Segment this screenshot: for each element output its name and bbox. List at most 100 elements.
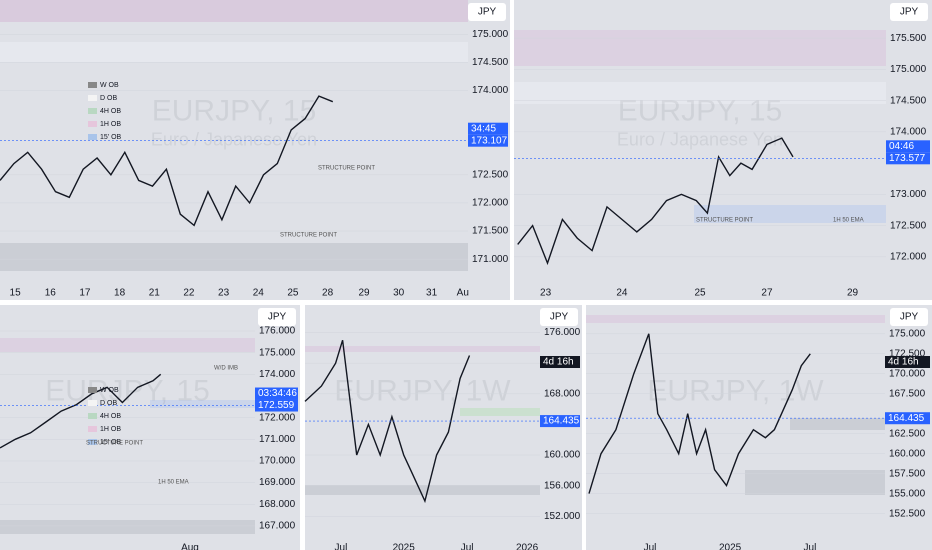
price-axis [540, 305, 582, 550]
zone [0, 42, 468, 62]
zone [0, 338, 255, 352]
legend-label: 4H OB [100, 108, 121, 115]
y-tick-label: 176.000 [259, 326, 296, 337]
x-tick-label: 27 [761, 288, 773, 299]
zone [694, 205, 886, 223]
y-tick-label: 170.000 [259, 456, 296, 467]
legend-swatch [88, 121, 97, 127]
y-tick-label: 174.000 [259, 369, 296, 380]
last-price-badge [468, 134, 508, 147]
x-tick-label: 31 [426, 288, 438, 299]
price-line [517, 137, 794, 266]
last-price-label: 172.559 [258, 400, 295, 411]
watermark: EURJPY, 15 [45, 374, 210, 407]
y-tick-label: 157.500 [889, 468, 926, 479]
zone [305, 346, 540, 352]
legend-swatch [88, 387, 97, 393]
currency-badge [890, 3, 928, 21]
x-tick-label: 16 [45, 288, 57, 299]
timer-badge [468, 122, 508, 135]
y-tick-label: 168.000 [544, 388, 581, 399]
zone [745, 470, 885, 495]
y-tick-label: 172.000 [890, 252, 927, 263]
watermark: EURJPY, 15 [152, 94, 317, 127]
last-price-badge [540, 415, 580, 428]
zone [0, 0, 468, 22]
currency-label: JPY [900, 7, 919, 18]
x-tick-label: Jul [335, 543, 348, 550]
chart-panel: EURJPY, 15176.000175.000174.000172.00017… [0, 305, 300, 550]
annotation: STRUCTURE POINT [86, 441, 143, 447]
price-axis [255, 305, 300, 550]
zone [0, 243, 468, 271]
y-tick-label: 155.000 [889, 488, 926, 499]
y-tick-label: 175.500 [890, 33, 927, 44]
price-axis [885, 305, 932, 550]
annotation: STRUCTURE POINT [280, 233, 337, 239]
price-line [304, 339, 471, 504]
y-tick-label: 175.000 [472, 29, 509, 40]
y-tick-label: 174.000 [890, 127, 927, 138]
x-tick-label: 28 [322, 288, 334, 299]
y-tick-label: 171.000 [259, 434, 296, 445]
legend-swatch [88, 426, 97, 432]
x-tick-label: 17 [79, 288, 91, 299]
y-tick-label: 162.500 [889, 428, 926, 439]
legend-label: D OB [100, 400, 117, 407]
watermark: EURJPY, 1W [647, 374, 824, 407]
y-tick-label: 167.500 [889, 388, 926, 399]
currency-label: JPY [900, 312, 919, 323]
legend-swatch [88, 413, 97, 419]
last-price-label: 164.435 [888, 413, 925, 424]
timer-label: 34:45 [471, 123, 496, 134]
legend-label: W OB [100, 82, 119, 89]
legend-swatch [88, 400, 97, 406]
currency-label: JPY [268, 312, 287, 323]
last-price-badge [255, 399, 298, 412]
y-tick-label: 172.500 [890, 220, 927, 231]
zone [514, 82, 886, 104]
currency-badge [258, 308, 296, 326]
y-tick-label: 169.000 [259, 477, 296, 488]
legend-label: W OB [100, 387, 119, 394]
legend-swatch [88, 82, 97, 88]
x-tick-label: 2025 [393, 543, 416, 550]
price-axis [468, 0, 510, 300]
legend-swatch [88, 439, 97, 445]
timer-label: 03:34:46 [258, 388, 297, 399]
x-tick-label: 23 [540, 288, 552, 299]
legend-label: 15' OB [100, 439, 122, 446]
y-tick-label: 174.500 [472, 57, 509, 68]
x-tick-label: 25 [694, 288, 706, 299]
currency-badge [890, 308, 928, 326]
chart-panel: EURJPY, 1W 175.000 172.500 170.000 167.500 16… [586, 305, 932, 550]
x-tick-label: 2026 [516, 543, 539, 550]
y-tick-label: 160.000 [889, 448, 926, 459]
y-tick-label: 175.000 [259, 347, 296, 358]
currency-label: JPY [550, 312, 569, 323]
legend-label: D OB [100, 95, 117, 102]
price-line [588, 333, 811, 494]
last-price-label: 173.107 [471, 135, 508, 146]
legend-swatch [88, 134, 97, 140]
legend-label: 15' OB [100, 134, 122, 141]
x-tick-label: 15 [10, 288, 22, 299]
annotation: STRUCTURE POINT [696, 218, 753, 224]
x-tick-label: 30 [393, 288, 405, 299]
x-tick-label: 24 [616, 288, 628, 299]
x-tick-label: 29 [847, 288, 859, 299]
chart-panel: EURJPY, 1W176.000172.000168.000160.00015… [304, 305, 582, 550]
zone [305, 485, 540, 495]
zone [790, 418, 885, 430]
y-tick-label: 173.000 [890, 189, 927, 200]
y-tick-label: 175.000 [890, 64, 927, 75]
annotation: W/D IMB [214, 366, 238, 372]
x-tick-label: Aug [181, 543, 199, 550]
y-tick-label: 176.000 [544, 327, 581, 338]
y-tick-label: 152.500 [889, 508, 926, 519]
price-line [0, 373, 162, 449]
y-tick-label: 172.000 [259, 412, 296, 423]
timer-badge [255, 387, 298, 400]
